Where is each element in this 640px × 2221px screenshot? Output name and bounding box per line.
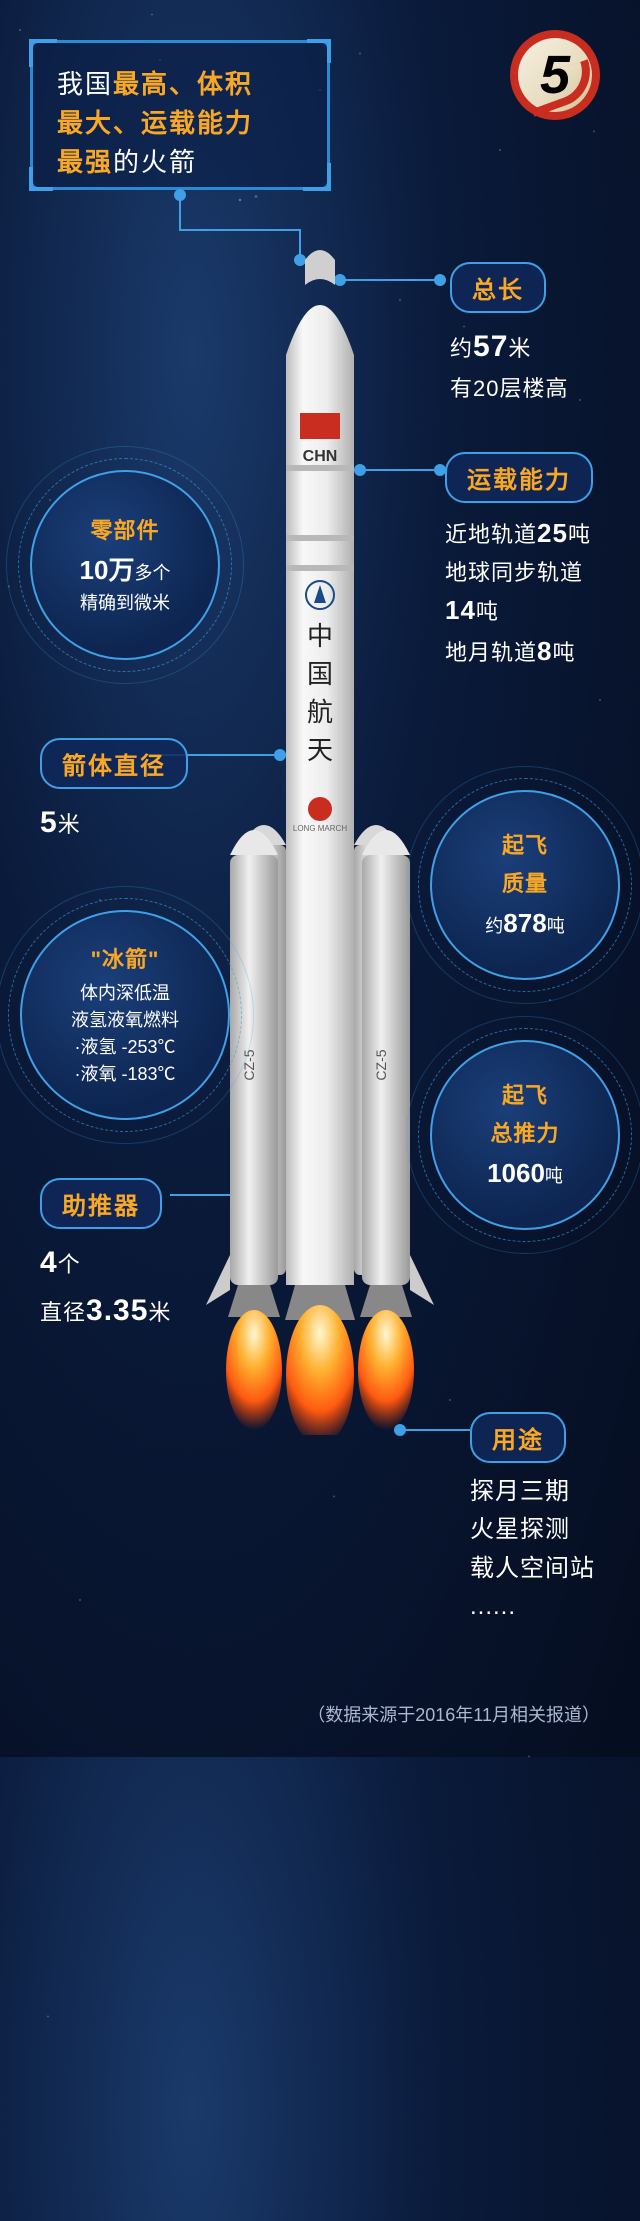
- payload-l1v: 25: [537, 518, 568, 548]
- cryo-title: "冰箭": [91, 942, 160, 974]
- svg-text:CZ-5: CZ-5: [373, 1049, 389, 1080]
- length-sub: 有20层楼高: [450, 376, 568, 401]
- mass-value: 878: [503, 908, 546, 938]
- usage-item-0: 探月三期: [470, 1473, 595, 1511]
- usage-item-3: ......: [470, 1588, 595, 1626]
- circle-parts: 零部件 10万多个精确到微米: [30, 470, 220, 660]
- data-source: （数据来源于2016年11月相关报道）: [307, 1701, 600, 1727]
- thrust-unit: 吨: [545, 1166, 563, 1186]
- booster-count: 4: [40, 1246, 58, 1279]
- svg-text:国: 国: [307, 659, 333, 689]
- payload-l3a: 地月轨道: [445, 640, 537, 665]
- mass-unit: 吨: [547, 916, 565, 936]
- callout-boosters: 助推器 4个 直径3.35米: [40, 1178, 171, 1335]
- label-payload: 运载能力: [445, 452, 593, 503]
- svg-text:中: 中: [307, 621, 333, 651]
- circle-mass: 起飞 质量 约878吨: [430, 790, 620, 980]
- length-prefix: 约: [450, 336, 473, 361]
- booster-count-unit: 个: [58, 1252, 81, 1277]
- mass-label-l2: 质量: [502, 866, 548, 898]
- diameter-value: 5: [40, 806, 58, 839]
- payload-l2u: 吨: [476, 599, 499, 624]
- booster-dia-label: 直径: [40, 1300, 86, 1325]
- svg-text:CHN: CHN: [303, 448, 338, 465]
- length-unit: 米: [508, 336, 531, 361]
- length-value: 57: [473, 330, 508, 363]
- callout-usage: 用途 探月三期 火星探测 载人空间站 ......: [470, 1412, 595, 1627]
- circle-cryo: "冰箭" 体内深低温 液氢液氧燃料 ·液氢 -253℃ ·液氧 -183℃: [20, 910, 230, 1120]
- cryo-l2: 液氢液氧燃料: [71, 1010, 179, 1030]
- svg-text:LONG MARCH: LONG MARCH: [293, 824, 347, 833]
- callout-payload: 运载能力 近地轨道25吨 地球同步轨道14吨 地月轨道8吨: [445, 452, 593, 673]
- circle-thrust: 起飞 总推力 1060吨: [430, 1040, 620, 1230]
- diameter-unit: 米: [58, 812, 81, 837]
- label-diameter: 箭体直径: [40, 738, 188, 789]
- payload-l2v: 14: [445, 595, 476, 625]
- payload-l2a: 地球同步轨道: [445, 560, 583, 585]
- payload-l1a: 近地轨道: [445, 522, 537, 547]
- booster-dia-unit: 米: [148, 1300, 171, 1325]
- parts-title: 零部件: [90, 513, 159, 545]
- parts-count-unit: 多个: [134, 563, 170, 583]
- svg-text:天: 天: [307, 735, 333, 765]
- booster-dia-value: 3.35: [86, 1294, 148, 1327]
- rocket-illustration: CZ-5 CZ-5 CHN 中 国 航 天 LONG MARCH: [200, 245, 440, 1435]
- payload-l3v: 8: [537, 636, 552, 666]
- usage-item-2: 载人空间站: [470, 1550, 595, 1588]
- label-boosters: 助推器: [40, 1178, 162, 1229]
- parts-count: 10万: [80, 555, 135, 585]
- thrust-label-l2: 总推力: [490, 1116, 559, 1148]
- thrust-value: 1060: [487, 1158, 545, 1188]
- label-usage: 用途: [470, 1412, 566, 1463]
- parts-precision: 精确到微米: [80, 593, 170, 613]
- callout-length: 总长 约57米 有20层楼高: [450, 262, 568, 406]
- cryo-l1: 体内深低温: [80, 983, 170, 1003]
- svg-text:航: 航: [307, 697, 333, 727]
- mass-prefix: 约: [485, 916, 503, 936]
- payload-l1u: 吨: [568, 522, 591, 547]
- mass-label-l1: 起飞: [502, 828, 548, 860]
- usage-item-1: 火星探测: [470, 1511, 595, 1549]
- label-length: 总长: [450, 262, 546, 313]
- cryo-l4: ·液氧 -183℃: [74, 1064, 175, 1084]
- cryo-l3: ·液氢 -253℃: [74, 1037, 175, 1057]
- callout-diameter: 箭体直径 5米: [40, 738, 188, 847]
- payload-l3u: 吨: [552, 640, 575, 665]
- thrust-label-l1: 起飞: [502, 1078, 548, 1110]
